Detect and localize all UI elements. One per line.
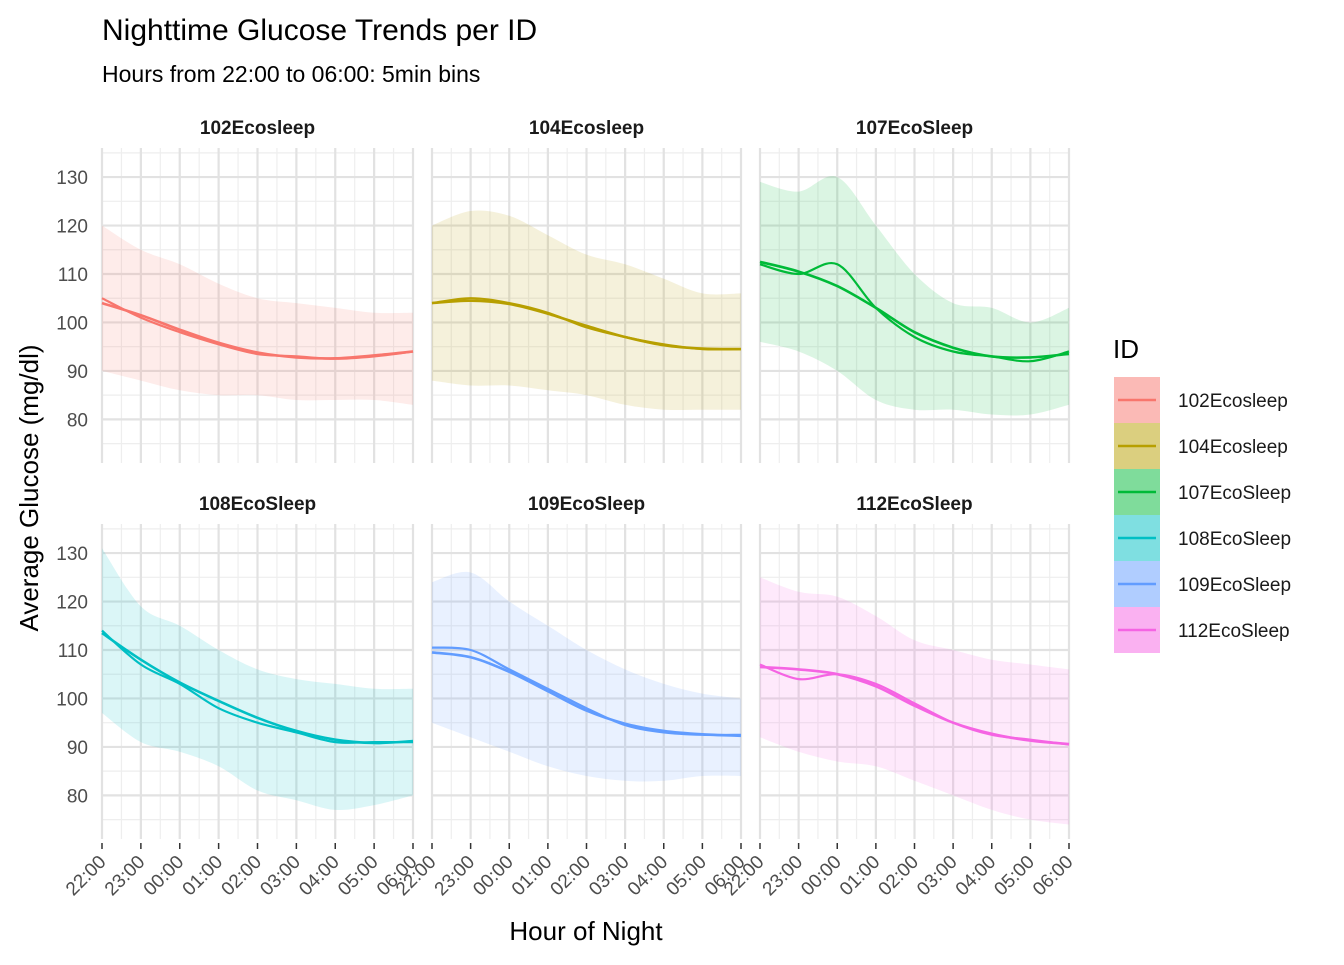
mean-glucose-line (431, 297, 742, 351)
y-tick-label: 120 (56, 593, 88, 614)
y-tick-label: 130 (56, 168, 88, 189)
legend-title: ID (1113, 334, 1139, 364)
facet-strip-label: 107EcoSleep (856, 118, 973, 139)
x-tick-label: 22:00 (62, 852, 110, 900)
range-band (102, 548, 413, 811)
x-tick-label: 05:00 (334, 852, 382, 900)
mean-glucose-line (431, 646, 742, 737)
legend-label: 108EcoSleep (1178, 529, 1291, 550)
y-tick-label: 100 (56, 313, 88, 334)
legend-item: 112EcoSleep (1114, 607, 1290, 653)
y-tick-label: 120 (56, 217, 88, 238)
y-tick-label: 110 (58, 265, 88, 286)
range-band (432, 210, 741, 411)
x-tick-label: 03:00 (913, 852, 961, 900)
x-tick-label: 04:00 (952, 852, 1000, 900)
x-tick-label: 02:00 (218, 852, 266, 900)
legend-label: 109EcoSleep (1178, 575, 1291, 596)
legend-item: 107EcoSleep (1114, 469, 1291, 515)
y-tick-label: 80 (67, 410, 88, 431)
x-tick-label: 01:00 (836, 852, 884, 900)
y-tick-label: 110 (58, 641, 88, 662)
x-tick-label: 23:00 (759, 852, 807, 900)
y-tick-label: 90 (67, 362, 88, 383)
y-tick-label: 100 (56, 689, 88, 710)
x-tick-label: 05:00 (662, 852, 710, 900)
facet-panel: 104Ecosleep (430, 118, 743, 463)
legend-item: 104Ecosleep (1114, 423, 1288, 469)
x-tick-label: 01:00 (179, 852, 227, 900)
legend-item: 109EcoSleep (1114, 561, 1291, 607)
range-band (760, 577, 1069, 825)
legend-item: 108EcoSleep (1114, 515, 1291, 561)
chart-subtitle: Hours from 22:00 to 06:00: 5min bins (102, 61, 480, 87)
mean-glucose-line (101, 297, 414, 360)
smooth-trend-line (759, 260, 1070, 359)
legend-label: 102Ecosleep (1178, 391, 1288, 412)
facet-panel: 109EcoSleep22:0023:0000:0001:0002:0003:0… (392, 494, 749, 900)
facet-strip-label: 104Ecosleep (529, 118, 644, 139)
y-tick-label: 90 (67, 738, 88, 759)
facet-panels: 102Ecosleep 80 90 100 110 120 130 104Ecosleep 10… (56, 118, 1077, 900)
mean-glucose-line (759, 262, 1070, 363)
y-tick-label: 80 (67, 786, 88, 807)
y-axis-label: Average Glucose (mg/dl) (14, 344, 44, 631)
x-tick-label: 01:00 (508, 852, 556, 900)
facet-strip-label: 102Ecosleep (200, 118, 315, 139)
x-tick-label: 03:00 (256, 852, 304, 900)
x-tick-label: 04:00 (624, 852, 672, 900)
facet-panel: 108EcoSleep 80 90 100 110 120 130 22:0023:0000:… (56, 494, 421, 900)
mean-glucose-line (759, 663, 1070, 746)
x-tick-label: 06:00 (1029, 852, 1077, 900)
y-tick-label: 130 (56, 544, 88, 565)
facet-strip-label: 112EcoSleep (856, 494, 972, 515)
legend-label: 112EcoSleep (1178, 621, 1290, 642)
x-tick-label: 00:00 (140, 852, 188, 900)
facet-strip-label: 108EcoSleep (199, 494, 316, 515)
x-tick-label: 02:00 (547, 852, 595, 900)
x-tick-label: 23:00 (431, 852, 479, 900)
x-tick-label: 04:00 (295, 852, 343, 900)
chart-title: Nighttime Glucose Trends per ID (102, 14, 537, 47)
range-band (432, 571, 741, 782)
legend-label: 107EcoSleep (1178, 483, 1291, 504)
x-tick-label: 00:00 (797, 852, 845, 900)
legend-label: 104Ecosleep (1178, 437, 1288, 458)
facet-panel: 107EcoSleep (758, 118, 1071, 463)
x-tick-label: 03:00 (585, 852, 633, 900)
x-tick-label: 02:00 (875, 852, 923, 900)
x-tick-label: 00:00 (469, 852, 517, 900)
x-axis-label: Hour of Night (509, 916, 663, 946)
legend-items: 102Ecosleep 104Ecosleep 107EcoSleep 108EcoS… (1114, 377, 1291, 653)
legend: ID 102Ecosleep 104Ecosleep 107EcoSleep 108E… (1113, 334, 1291, 653)
legend-item: 102Ecosleep (1114, 377, 1288, 423)
range-band (102, 225, 413, 405)
x-tick-label: 23:00 (101, 852, 149, 900)
facet-strip-label: 109EcoSleep (528, 494, 645, 515)
facet-panel: 102Ecosleep 80 90 100 110 120 130 (56, 118, 415, 463)
mean-glucose-line (101, 629, 413, 744)
facet-panel: 112EcoSleep22:0023:0000:0001:0002:0003:0… (720, 494, 1077, 900)
x-tick-label: 05:00 (990, 852, 1038, 900)
